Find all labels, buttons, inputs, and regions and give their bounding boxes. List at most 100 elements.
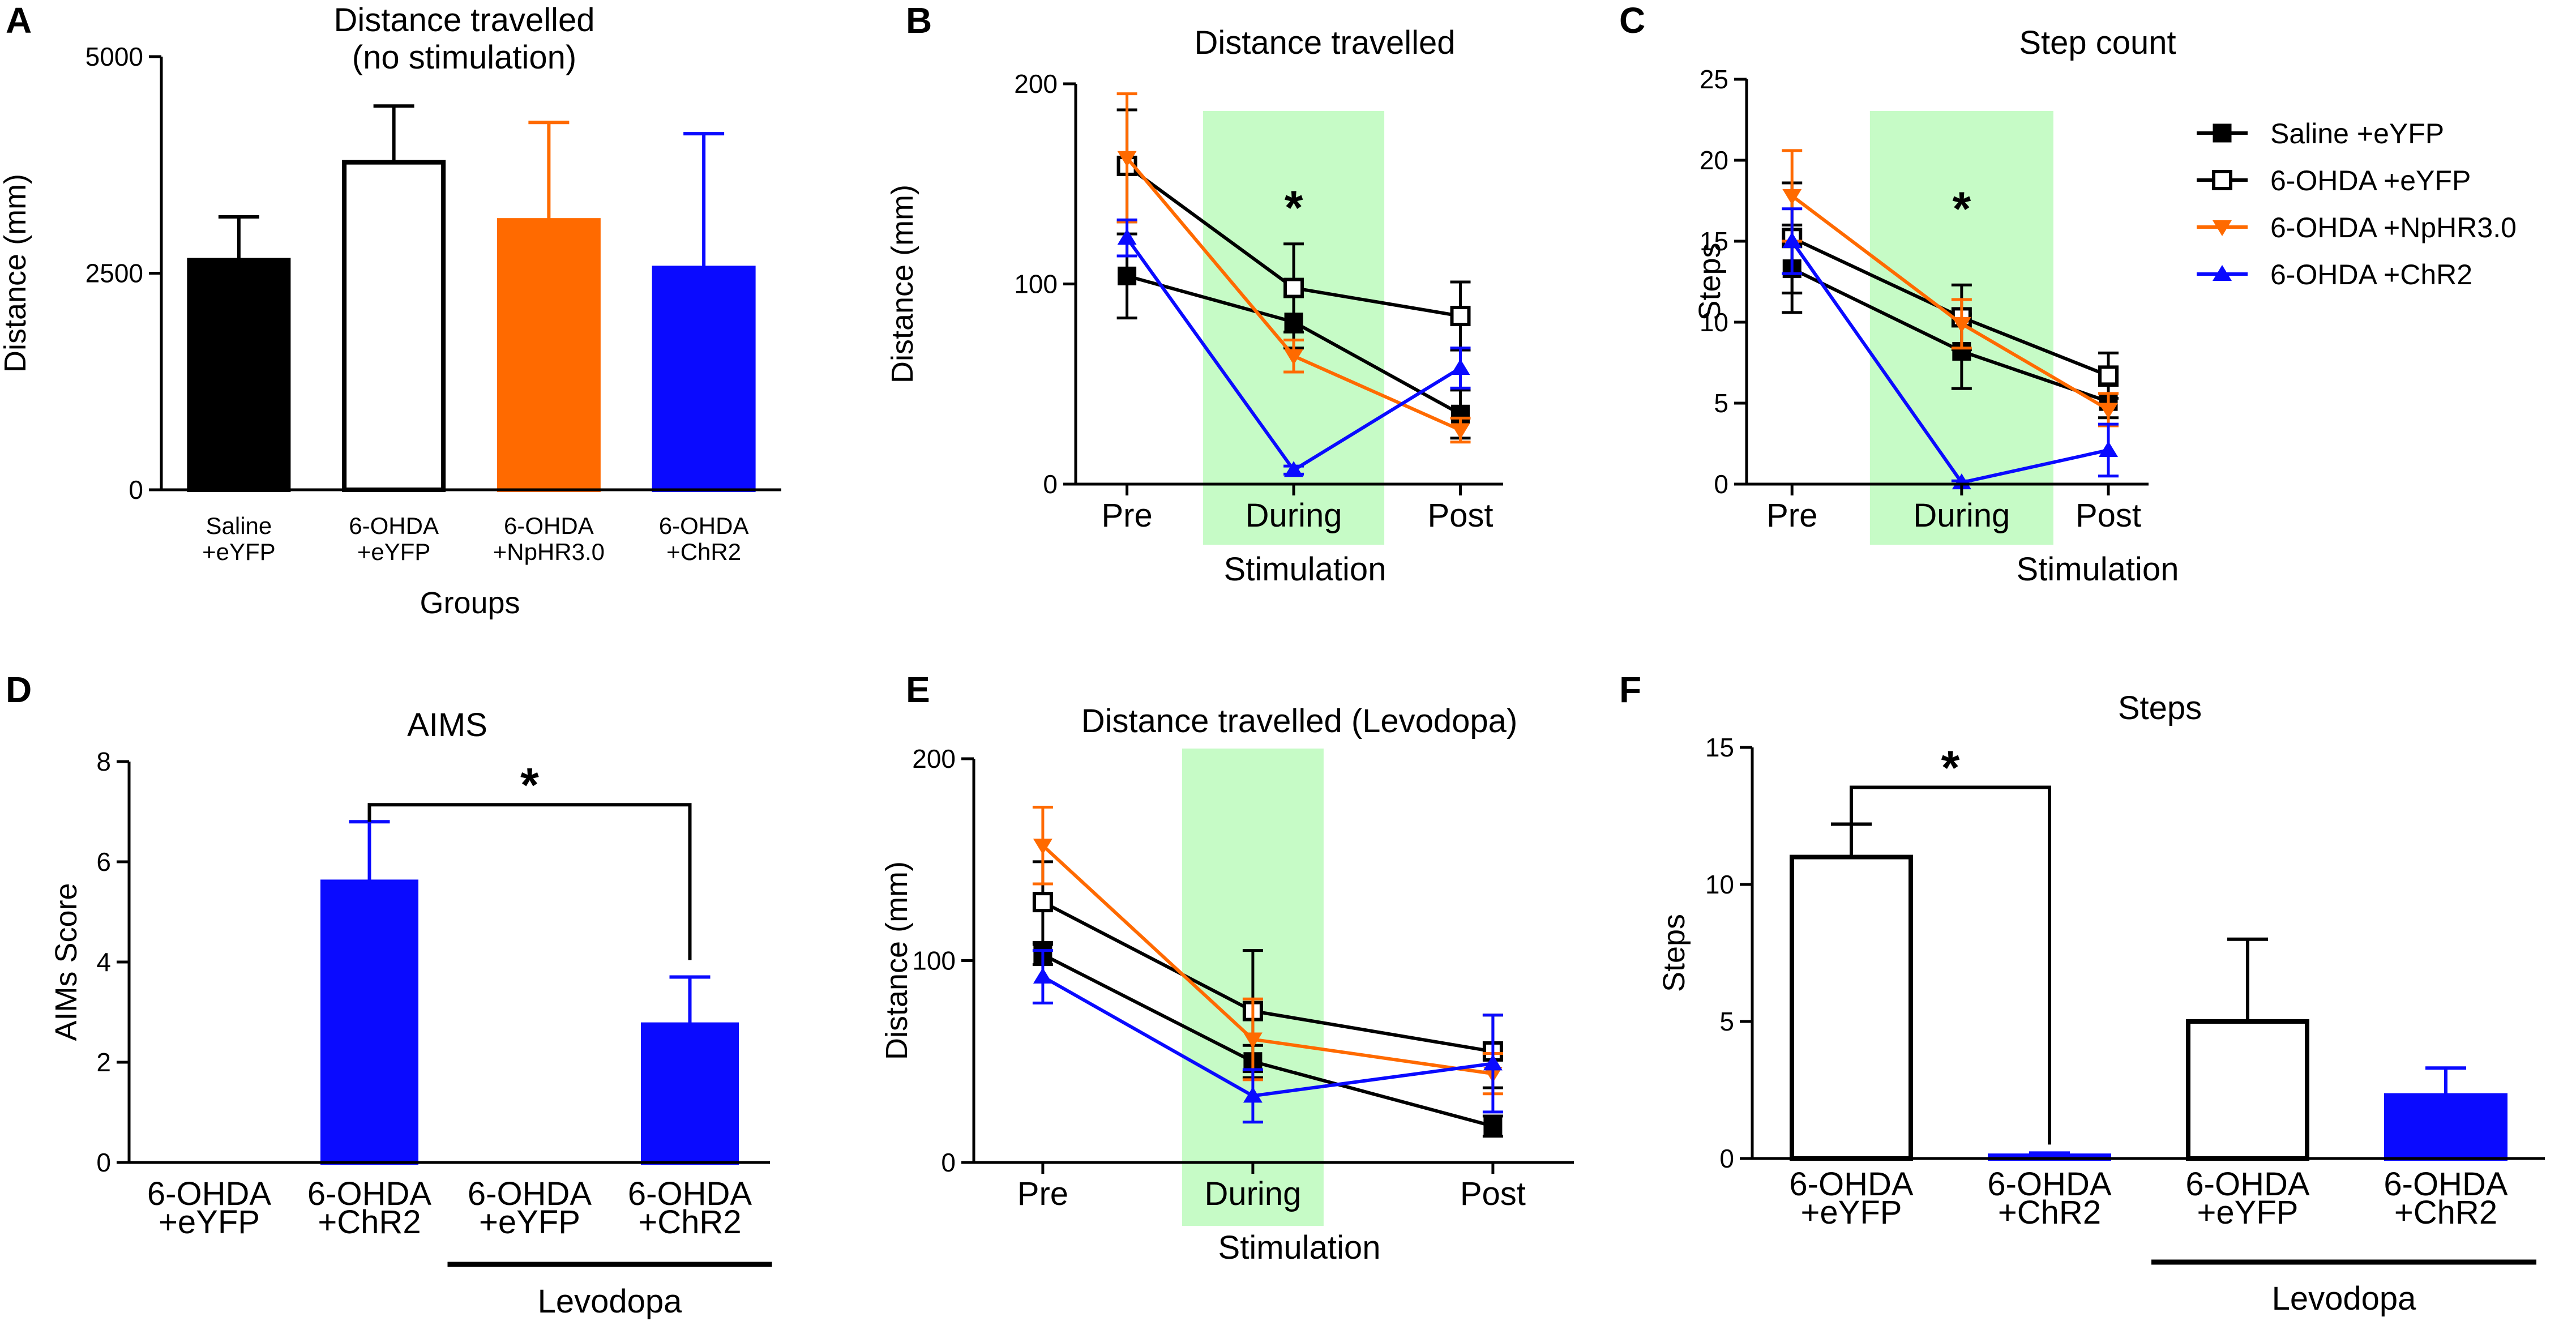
y-tick-label: 2 (96, 1048, 111, 1077)
panel-letter: A (6, 0, 32, 41)
panel-e: E 0 100 200 Pre During Post Distance travelled … (880, 669, 1574, 1266)
significance-star: * (1941, 741, 1960, 794)
x-category-label: +ChR2 (1998, 1194, 2101, 1231)
x-tick-label: Pre (1017, 1175, 1068, 1212)
x-category-label: +ChR2 (318, 1204, 421, 1241)
x-category-label: +ChR2 (2394, 1194, 2497, 1231)
data-point (1782, 189, 1802, 205)
chart-title: Steps (2118, 690, 2202, 726)
x-category-label: +NpHR3.0 (493, 538, 605, 565)
bar (342, 160, 446, 493)
chart-title: AIMS (407, 707, 487, 743)
x-tick-label: Pre (1101, 497, 1152, 534)
legend-entry: 6-OHDA +eYFP (2270, 165, 2471, 196)
x-category-label: 6-OHDA (1789, 1166, 1913, 1203)
data-point (1117, 151, 1137, 167)
y-tick-label: 100 (1014, 270, 1058, 299)
x-tick-label: Post (1427, 497, 1493, 534)
y-tick-label: 25 (1700, 65, 1728, 94)
bar (2384, 1093, 2507, 1161)
panel-letter: E (906, 669, 930, 710)
data-point (1283, 277, 1304, 298)
y-tick-label: 2500 (85, 259, 143, 288)
bar (652, 266, 756, 492)
group-label: Levodopa (2272, 1280, 2417, 1317)
x-category-label: +ChR2 (666, 538, 741, 565)
x-category-label: Saline (206, 512, 272, 539)
data-point (1450, 306, 1471, 327)
chart-title: Distance travelled (1195, 24, 1456, 61)
y-tick-label: 8 (96, 747, 111, 776)
data-point (1450, 423, 1470, 439)
y-tick-label: 10 (1700, 307, 1728, 337)
data-point (2099, 403, 2118, 419)
significance-bracket (1850, 785, 2051, 1145)
x-tick-label: Post (1460, 1175, 1526, 1212)
y-tick-label: 10 (1705, 870, 1734, 899)
x-tick-label: Pre (1766, 497, 1817, 534)
x-axis-label: Stimulation (1218, 1229, 1381, 1266)
y-tick-label: 4 (96, 947, 111, 977)
data-point (1483, 1117, 1503, 1136)
y-tick-label: 0 (1714, 469, 1728, 499)
bar (320, 879, 418, 1165)
x-category-label: +eYFP (159, 1204, 260, 1241)
x-tick-label: During (1913, 497, 2010, 534)
x-category-label: 6-OHDA (504, 512, 594, 539)
data-point (2213, 123, 2232, 143)
x-tick-label: During (1246, 497, 1342, 534)
bar (497, 218, 601, 492)
data-point (1782, 232, 1802, 248)
data-point (1284, 349, 1304, 365)
legend-entry: 6-OHDA +NpHR3.0 (2270, 212, 2517, 243)
significance-bracket (367, 803, 692, 960)
y-tick-label: 0 (129, 475, 143, 505)
data-point (1117, 229, 1137, 245)
y-axis-label: Distance (mm) (885, 185, 919, 383)
x-category-label: 6-OHDA (349, 512, 439, 539)
data-point (1243, 1032, 1263, 1049)
panel-c: C 0 5 10 15 20 25 Pre During Post * Step count Steps… (1619, 0, 2517, 588)
y-tick-label: 0 (1719, 1144, 1734, 1173)
panel-letter: F (1619, 669, 1641, 710)
significance-star: * (1285, 181, 1303, 234)
y-axis-label: Distance (mm) (0, 174, 32, 373)
group-label: Levodopa (538, 1283, 683, 1320)
y-tick-label: 200 (912, 744, 956, 773)
x-category-label: +eYFP (479, 1204, 580, 1241)
x-category-label: +ChR2 (638, 1204, 741, 1241)
x-category-label: 6-OHDA (2384, 1166, 2507, 1203)
x-category-label: +eYFP (357, 538, 431, 565)
x-category-label: +eYFP (1801, 1194, 1902, 1231)
y-tick-label: 0 (96, 1148, 111, 1177)
x-category-label: 6-OHDA (2185, 1166, 2309, 1203)
data-point (1483, 1054, 1503, 1071)
y-tick-label: 100 (912, 946, 956, 976)
panel-a: ASaline+eYFP6-OHDA+eYFP6-OHDA+NpHR3.06-O… (0, 0, 781, 620)
panel-letter: C (1619, 0, 1645, 41)
y-tick-label: 5 (1714, 388, 1728, 418)
x-category-label: 6-OHDA (307, 1175, 431, 1212)
data-point (2098, 365, 2119, 386)
x-category-label: +eYFP (2197, 1194, 2299, 1231)
y-tick-label: 20 (1700, 146, 1728, 175)
y-axis-label: Steps (1657, 914, 1691, 992)
y-axis-label: Distance (mm) (880, 861, 914, 1060)
bar (2186, 1019, 2309, 1161)
panel-b: B 0 100 200 Pre During Post * Distance travelled… (885, 0, 1503, 588)
y-tick-label: 5 (1719, 1007, 1734, 1036)
x-category-label: 6-OHDA (1987, 1166, 2111, 1203)
data-point (1243, 1087, 1263, 1103)
y-axis-label: Steps (1693, 242, 1727, 320)
y-tick-label: 15 (1705, 733, 1734, 762)
data-point (1118, 266, 1137, 285)
data-point (1032, 892, 1053, 913)
x-axis-label: Stimulation (2017, 551, 2179, 588)
data-point (2213, 220, 2232, 236)
y-tick-label: 200 (1014, 69, 1058, 99)
data-point (1033, 839, 1052, 855)
data-point (2099, 441, 2118, 457)
x-category-label: 6-OHDA (659, 512, 749, 539)
data-point (1033, 968, 1052, 984)
